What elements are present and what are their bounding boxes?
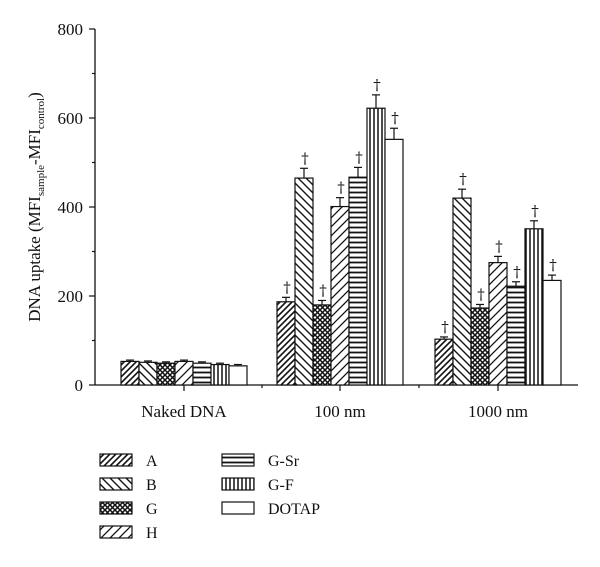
bars: † † † † † † † † † † † † † †: [120, 76, 562, 386]
y-axis-label-part: DNA uptake (MFI: [25, 196, 44, 322]
bar-G-Sr-2: [506, 285, 526, 386]
legend-item-B: B: [99, 477, 157, 494]
y-tick-label: 0: [75, 376, 84, 395]
bar-B-2: [452, 197, 472, 386]
y-tick-label: 800: [58, 20, 84, 39]
legend-swatch: [99, 525, 133, 539]
legend-swatch: [221, 501, 255, 515]
y-tick-label: 400: [58, 198, 84, 217]
legend-item-A: A: [99, 453, 158, 470]
bar-G-F-0: [210, 363, 230, 386]
significance-marker: †: [495, 237, 503, 255]
legend-label: G: [146, 501, 158, 518]
significance-marker: †: [319, 281, 327, 299]
significance-marker: †: [459, 170, 467, 188]
legend-item-DOTAP: DOTAP: [221, 501, 320, 518]
legend-swatch: [99, 453, 133, 467]
legend-item-G-F: G-F: [221, 477, 294, 494]
significance-marker: †: [301, 149, 309, 167]
significance-marker: †: [477, 285, 485, 303]
axes: 0 200 400 600 800: [58, 20, 578, 395]
x-tick-label: 100 nm: [314, 402, 365, 421]
bar-B-1: [294, 177, 314, 386]
bar-H-0: [174, 360, 194, 386]
bar-DOTAP-0: [228, 365, 248, 386]
bar-DOTAP-2: [542, 279, 562, 386]
bar-G-F-2: [524, 228, 544, 386]
y-axis-label-part: -MFI: [25, 129, 44, 165]
y-axis-label-part: ): [25, 92, 44, 98]
significance-marker: †: [549, 256, 557, 274]
y-tick-label: 600: [58, 109, 84, 128]
significance-marker: †: [391, 109, 399, 127]
significance-marker: †: [337, 179, 345, 197]
x-tick-label: Naked DNA: [141, 402, 227, 421]
significance-marker: †: [441, 318, 449, 336]
legend-label: G-Sr: [268, 453, 300, 470]
bar-G-Sr-0: [192, 362, 212, 386]
bar-A-2: [434, 338, 454, 386]
significance-marker: †: [355, 148, 363, 166]
legend-label: DOTAP: [268, 501, 320, 518]
y-axis-label-part: sample: [35, 165, 47, 196]
x-tick-label: 1000 nm: [468, 402, 528, 421]
bar-A-1: [276, 301, 296, 386]
bar-DOTAP-1: [384, 138, 404, 386]
legend-label: G-F: [268, 477, 294, 494]
bar-A-0: [120, 360, 140, 386]
legend-swatch: [99, 477, 133, 491]
bar-H-2: [488, 262, 508, 386]
bar-G-1: [312, 304, 332, 386]
axis-labels: Naked DNA 100 nm 1000 nm DNA uptake (MFIsam…: [25, 92, 528, 421]
legend-swatch: [221, 453, 255, 467]
legend-swatch: [221, 477, 255, 491]
significance-marker: †: [373, 76, 381, 94]
significance-marker: †: [531, 202, 539, 220]
y-axis-label: DNA uptake (MFIsample-MFIcontrol): [25, 92, 47, 322]
bar-G-2: [470, 307, 490, 386]
legend-label: B: [146, 477, 157, 494]
bar-G-F-1: [366, 107, 386, 386]
legend-item-H: H: [99, 525, 158, 542]
legend-label: H: [146, 525, 158, 542]
bar-G-0: [156, 362, 176, 386]
significance-marker: †: [283, 278, 291, 296]
legend-item-G: G: [99, 501, 158, 518]
legend-label: A: [146, 453, 158, 470]
y-axis-label-part: control: [35, 98, 47, 129]
legend-swatch: [99, 501, 133, 515]
bar-H-1: [330, 205, 350, 386]
legend-item-G-Sr: G-Sr: [221, 453, 300, 470]
significance-marker: †: [513, 263, 521, 281]
bar-B-0: [138, 361, 158, 386]
bar-G-Sr-1: [348, 176, 368, 386]
y-tick-label: 200: [58, 287, 84, 306]
